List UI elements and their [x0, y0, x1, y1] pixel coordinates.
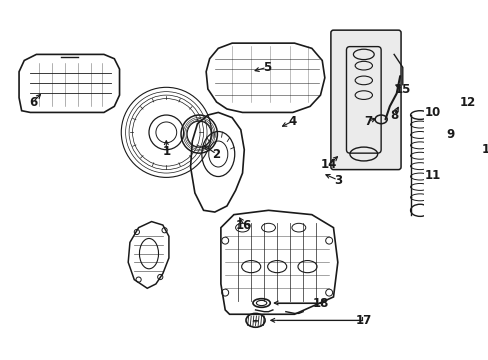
- Text: 4: 4: [288, 114, 296, 127]
- Text: 2: 2: [212, 148, 220, 161]
- Text: 1: 1: [162, 145, 170, 158]
- Text: 14: 14: [320, 158, 337, 171]
- Text: 12: 12: [459, 95, 475, 109]
- Text: 5: 5: [262, 61, 270, 74]
- Text: 13: 13: [480, 143, 488, 156]
- Text: 3: 3: [333, 174, 341, 186]
- FancyBboxPatch shape: [330, 30, 400, 170]
- Text: 16: 16: [236, 219, 252, 231]
- Text: 17: 17: [355, 314, 371, 327]
- Text: 8: 8: [389, 108, 397, 122]
- Text: 18: 18: [312, 297, 328, 310]
- Text: 9: 9: [446, 129, 454, 141]
- Text: 10: 10: [424, 106, 440, 119]
- Text: 11: 11: [424, 169, 440, 182]
- Text: 15: 15: [394, 82, 410, 95]
- Text: 7: 7: [364, 114, 371, 127]
- Text: 6: 6: [29, 95, 37, 109]
